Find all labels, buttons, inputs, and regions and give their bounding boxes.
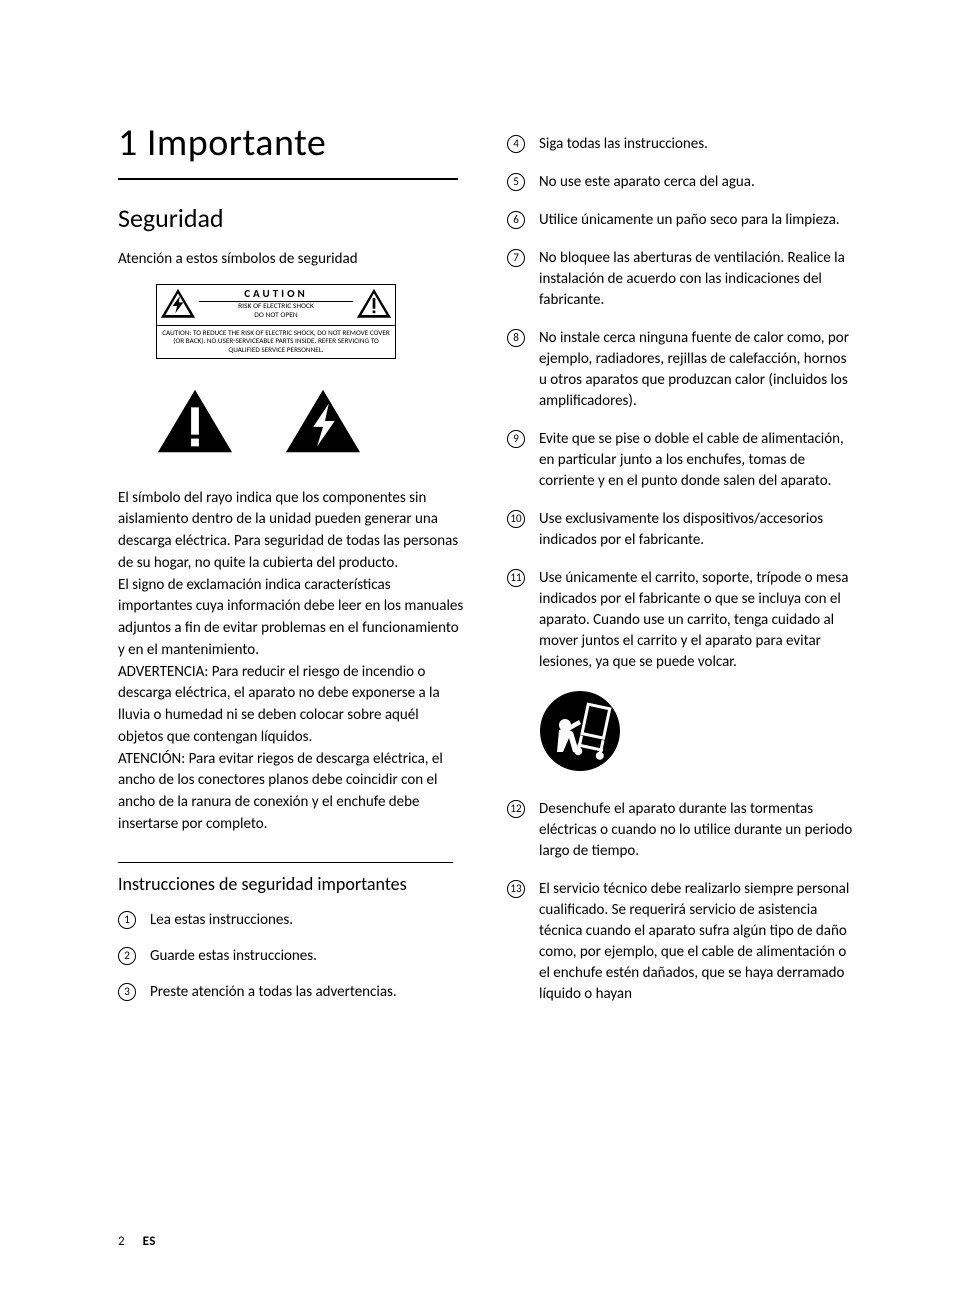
instruction-list-right-a: 4 Siga todas las instrucciones. 5 No use e… [507,134,856,673]
paragraph-attention: ATENCIÓN: Para evitar riegos de descarga… [118,749,467,836]
item-text: Lea estas instrucciones. [150,910,467,931]
item-text: El servicio técnico debe realizarlo siem… [539,879,856,1005]
list-item: 11 Use únicamente el carrito, soporte, tr… [507,568,856,673]
item-number-icon: 12 [507,800,525,818]
list-item: 7 No bloquee las aberturas de ventilación… [507,248,856,311]
caution-bottom-text: CAUTION: TO REDUCE THE RISK OF ELECTRIC … [157,326,395,358]
exclamation-triangle-icon [353,285,395,325]
item-text: No use este aparato cerca del agua. [539,172,856,193]
title-rule [118,178,458,180]
item-number-icon: 11 [507,569,525,587]
list-item: 3 Preste atención a todas las advertencia… [118,982,467,1003]
item-text: Evite que se pise o doble el cable de al… [539,429,856,492]
list-item: 12 Desenchufe el aparato durante las torm… [507,799,856,862]
list-item: 5 No use este aparato cerca del agua. [507,172,856,193]
item-text: Use exclusivamente los dispositivos/acce… [539,509,856,551]
instruction-list-right-b: 12 Desenchufe el aparato durante las torm… [507,799,856,1005]
list-item: 8 No instale cerca ninguna fuente de calo… [507,328,856,412]
item-text: Use únicamente el carrito, soporte, tríp… [539,568,856,673]
paragraph-lightning: El símbolo del rayo indica que los compo… [118,488,467,575]
list-item: 13 El servicio técnico debe realizarlo si… [507,879,856,1005]
exclamation-triangle-large-icon [156,387,234,460]
list-item: 10 Use exclusivamente los dispositivos/ac… [507,509,856,551]
item-number-icon: 1 [118,911,136,929]
item-text: Preste atención a todas las advertencias… [150,982,467,1003]
item-text: No instale cerca ninguna fuente de calor… [539,328,856,412]
item-text: Desenchufe el aparato durante las tormen… [539,799,856,862]
lightning-triangle-large-icon [284,387,362,460]
item-number-icon: 7 [507,249,525,267]
item-text: No bloquee las aberturas de ventilación.… [539,248,856,311]
item-number-icon: 2 [118,947,136,965]
list-item: 1 Lea estas instrucciones. [118,910,467,931]
subsection-rule [118,862,453,863]
item-number-icon: 10 [507,510,525,528]
item-number-icon: 9 [507,430,525,448]
list-item: 4 Siga todas las instrucciones. [507,134,856,155]
list-item: 9 Evite que se pise o doble el cable de a… [507,429,856,492]
item-text: Utilice únicamente un paño seco para la … [539,210,856,231]
page-number: 2 [118,1234,125,1249]
item-number-icon: 13 [507,880,525,898]
item-number-icon: 5 [507,173,525,191]
page-lang: ES [143,1234,156,1249]
lightning-triangle-icon [157,285,199,325]
section-title: Seguridad [118,202,467,234]
intro-text: Atención a estos símbolos de seguridad [118,250,467,268]
item-number-icon: 6 [507,211,525,229]
item-number-icon: 8 [507,329,525,347]
chapter-title: 1 Importante [118,120,467,166]
paragraph-warning: ADVERTENCIA: Para reducir el riesgo de i… [118,662,467,749]
warning-icons-row [156,387,467,460]
item-number-icon: 3 [118,983,136,1001]
caution-label-box: CAUTION RISK OF ELECTRIC SHOCK DO NOT OP… [156,284,396,359]
list-item: 6 Utilice únicamente un paño seco para la… [507,210,856,231]
instruction-list-left: 1 Lea estas instrucciones. 2 Guarde estas … [118,910,467,1003]
item-text: Siga todas las instrucciones. [539,134,856,155]
caution-line2: DO NOT OPEN [199,312,353,321]
item-text: Guarde estas instrucciones. [150,946,467,967]
paragraph-exclamation: El signo de exclamación indica caracterí… [118,575,467,662]
page-footer: 2 ES [118,1234,156,1249]
cart-tipping-icon [539,690,856,777]
list-item: 2 Guarde estas instrucciones. [118,946,467,967]
caution-title: CAUTION [199,287,353,302]
item-number-icon: 4 [507,135,525,153]
subsection-title: Instrucciones de seguridad importantes [118,873,467,896]
